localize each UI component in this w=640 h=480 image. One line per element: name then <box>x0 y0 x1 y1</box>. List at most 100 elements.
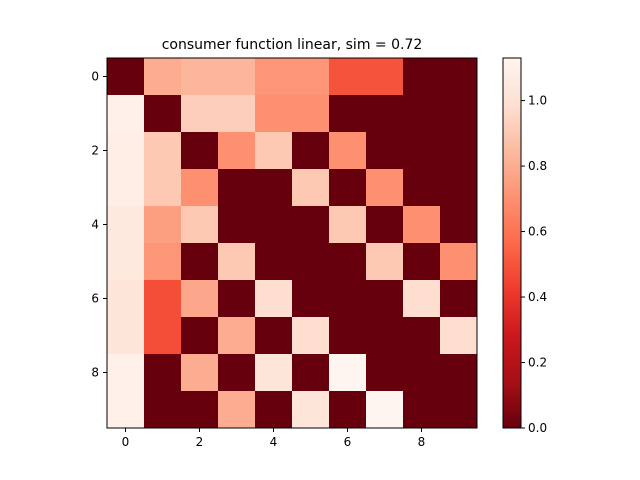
heatmap-cell <box>292 354 330 392</box>
heatmap-cell <box>218 169 256 207</box>
heatmap-cell <box>329 354 367 392</box>
heatmap-cell <box>181 58 219 96</box>
heatmap-cell <box>329 317 367 355</box>
heatmap-cell <box>403 280 441 318</box>
heatmap-cell <box>218 243 256 281</box>
heatmap-cell <box>366 132 404 170</box>
heatmap-cell <box>144 317 182 355</box>
heatmap-cell <box>292 132 330 170</box>
heatmap-cell <box>218 132 256 170</box>
x-axis: 0 2 4 6 8 <box>122 428 426 449</box>
x-tick-label: 4 <box>270 435 278 449</box>
heatmap-cell <box>366 280 404 318</box>
heatmap-cell <box>329 95 367 133</box>
heatmap-cell <box>255 206 293 244</box>
heatmap-cell <box>403 95 441 133</box>
heatmap-cell <box>440 354 478 392</box>
heatmap-cell <box>107 58 145 96</box>
heatmap-cell <box>181 169 219 207</box>
heatmap-cell <box>107 280 145 318</box>
heatmap-cell <box>440 317 478 355</box>
heatmap-cell <box>403 354 441 392</box>
heatmap-cell <box>440 206 478 244</box>
heatmap-cell <box>403 206 441 244</box>
heatmap-cell <box>144 354 182 392</box>
heatmap-cell <box>403 243 441 281</box>
heatmap-cell <box>366 95 404 133</box>
heatmap-cell <box>107 95 145 133</box>
heatmap-cell <box>255 169 293 207</box>
x-tick-label: 2 <box>196 435 204 449</box>
heatmap-cell <box>144 280 182 318</box>
heatmap-cell <box>366 354 404 392</box>
colorbar-tick-label: 0.2 <box>528 356 547 370</box>
heatmap-cell <box>107 206 145 244</box>
heatmap-cell <box>329 169 367 207</box>
heatmap-cell <box>255 317 293 355</box>
heatmap-cell <box>292 391 330 429</box>
heatmap-cell <box>292 317 330 355</box>
x-tick-label: 6 <box>344 435 352 449</box>
heatmap-cell <box>144 169 182 207</box>
heatmap-cell <box>440 58 478 96</box>
heatmap-cell <box>144 95 182 133</box>
colorbar-tick-label: 0.6 <box>528 225 547 239</box>
y-tick-label: 6 <box>91 292 99 306</box>
heatmap-cell <box>329 391 367 429</box>
heatmap-cells <box>107 58 478 429</box>
heatmap-cell <box>107 169 145 207</box>
colorbar <box>502 57 522 429</box>
heatmap-cell <box>366 317 404 355</box>
colorbar-tick-label: 0.8 <box>528 159 547 173</box>
y-tick-label: 8 <box>91 366 99 380</box>
heatmap-cell <box>218 95 256 133</box>
heatmap-cell <box>255 58 293 96</box>
heatmap-cell <box>366 391 404 429</box>
colorbar-tick-label: 0.0 <box>528 421 547 435</box>
heatmap-cell <box>181 391 219 429</box>
heatmap-cell <box>255 243 293 281</box>
y-tick-label: 4 <box>91 218 99 232</box>
heatmap-cell <box>440 132 478 170</box>
y-axis: 0 2 4 6 8 <box>91 70 107 380</box>
heatmap-cell <box>181 132 219 170</box>
heatmap-cell <box>144 58 182 96</box>
plot-frame <box>106 57 478 429</box>
heatmap-cell <box>440 243 478 281</box>
heatmap-cell <box>366 243 404 281</box>
y-tick-label: 0 <box>91 70 99 84</box>
heatmap-cell <box>181 280 219 318</box>
heatmap-cell <box>181 354 219 392</box>
heatmap-cell <box>107 354 145 392</box>
heatmap-cell <box>255 132 293 170</box>
heatmap-cell <box>403 391 441 429</box>
heatmap-cell <box>329 243 367 281</box>
heatmap-cell <box>181 317 219 355</box>
heatmap-cell <box>292 169 330 207</box>
chart-title: consumer function linear, sim = 0.72 <box>162 37 423 53</box>
heatmap-cell <box>218 206 256 244</box>
heatmap-cell <box>292 206 330 244</box>
heatmap-cell <box>218 391 256 429</box>
heatmap-cell <box>403 169 441 207</box>
heatmap-cell <box>181 243 219 281</box>
heatmap-cell <box>107 391 145 429</box>
heatmap-cell <box>440 280 478 318</box>
heatmap-cell <box>255 95 293 133</box>
heatmap-cell <box>366 58 404 96</box>
x-tick-label: 8 <box>418 435 426 449</box>
heatmap-cell <box>218 317 256 355</box>
heatmap-cell <box>144 243 182 281</box>
heatmap-cell <box>292 58 330 96</box>
heatmap-cell <box>403 58 441 96</box>
heatmap-cell <box>218 58 256 96</box>
heatmap-cell <box>329 206 367 244</box>
heatmap-cell <box>403 132 441 170</box>
heatmap-cell <box>329 280 367 318</box>
heatmap-cell <box>181 95 219 133</box>
heatmap-cell <box>144 132 182 170</box>
heatmap-cell <box>440 169 478 207</box>
heatmap-cell <box>255 391 293 429</box>
heatmap-cell <box>144 206 182 244</box>
